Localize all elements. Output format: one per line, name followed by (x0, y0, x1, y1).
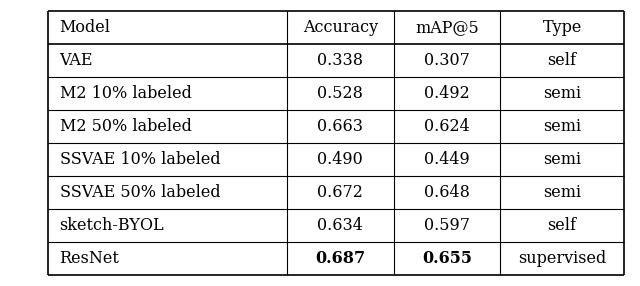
Text: 0.307: 0.307 (424, 52, 470, 69)
Text: 0.634: 0.634 (317, 217, 364, 234)
Text: 0.528: 0.528 (317, 85, 364, 102)
Text: 0.663: 0.663 (317, 118, 364, 135)
Text: semi: semi (543, 118, 581, 135)
Text: M2 10% labeled: M2 10% labeled (60, 85, 191, 102)
Text: 0.490: 0.490 (317, 151, 363, 168)
Text: SSVAE 10% labeled: SSVAE 10% labeled (60, 151, 220, 168)
Text: supervised: supervised (518, 250, 606, 267)
Text: 0.672: 0.672 (317, 184, 364, 201)
Text: 0.597: 0.597 (424, 217, 470, 234)
Text: sketch-BYOL: sketch-BYOL (60, 217, 164, 234)
Text: 0.687: 0.687 (316, 250, 365, 267)
Text: self: self (548, 217, 577, 234)
Text: Type: Type (542, 19, 582, 36)
Text: self: self (548, 52, 577, 69)
Text: M2 50% labeled: M2 50% labeled (60, 118, 191, 135)
Text: 0.655: 0.655 (422, 250, 472, 267)
Text: semi: semi (543, 184, 581, 201)
Text: 0.492: 0.492 (424, 85, 470, 102)
Text: 0.338: 0.338 (317, 52, 364, 69)
Text: semi: semi (543, 151, 581, 168)
Text: VAE: VAE (60, 52, 93, 69)
Text: 0.449: 0.449 (424, 151, 470, 168)
Text: ResNet: ResNet (60, 250, 120, 267)
Text: mAP@5: mAP@5 (415, 19, 479, 36)
Text: Model: Model (60, 19, 111, 36)
Text: SSVAE 50% labeled: SSVAE 50% labeled (60, 184, 220, 201)
Text: Accuracy: Accuracy (303, 19, 378, 36)
Text: 0.624: 0.624 (424, 118, 470, 135)
Text: semi: semi (543, 85, 581, 102)
Text: 0.648: 0.648 (424, 184, 470, 201)
